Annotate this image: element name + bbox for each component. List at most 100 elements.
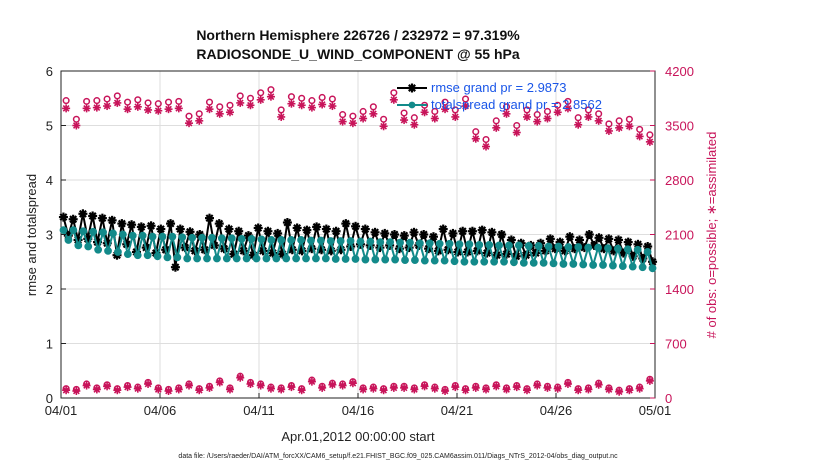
obs-point <box>307 377 316 386</box>
obs-point <box>236 373 245 382</box>
obs-point <box>328 95 336 103</box>
obs-point <box>154 106 163 115</box>
obs-point <box>349 112 357 120</box>
data-point <box>282 254 291 263</box>
data-point <box>458 226 468 236</box>
obs-point <box>93 97 101 105</box>
data-point <box>252 254 261 263</box>
obs-point <box>144 105 153 114</box>
data-point <box>232 254 241 263</box>
data-point <box>409 227 419 237</box>
obs-point <box>605 120 613 128</box>
obs-point <box>226 101 234 109</box>
obs-point <box>389 383 398 392</box>
data-point <box>565 232 575 242</box>
obs-point <box>390 89 398 97</box>
data-point <box>84 242 93 251</box>
data-point <box>475 240 484 249</box>
data-point <box>163 253 172 262</box>
data-point <box>74 241 83 250</box>
data-point <box>331 255 340 263</box>
marker-core <box>392 232 398 237</box>
marker-core <box>99 215 105 221</box>
data-point <box>213 254 221 263</box>
obs-point <box>625 386 634 395</box>
marker-core <box>216 221 222 227</box>
data-point <box>234 226 244 236</box>
obs-point <box>103 102 112 111</box>
data-point <box>618 262 627 271</box>
y-axis-label-left: rmse and totalspread <box>24 174 39 296</box>
obs-point <box>492 123 501 132</box>
data-point <box>247 234 256 243</box>
obs-point <box>645 376 654 385</box>
obs-point <box>625 122 634 131</box>
obs-point <box>339 111 347 119</box>
data-point <box>88 211 98 221</box>
data-point <box>420 256 429 265</box>
obs-point <box>174 104 183 113</box>
data-point <box>156 224 166 234</box>
data-point <box>237 234 246 243</box>
obs-point <box>277 385 286 394</box>
obs-point <box>574 386 583 395</box>
data-point <box>467 226 477 236</box>
data-point <box>539 258 548 267</box>
obs-point <box>543 383 552 392</box>
marker-core <box>430 234 436 240</box>
data-point <box>297 236 305 244</box>
data-point <box>519 258 528 267</box>
y-left-tick-label: 2 <box>46 282 53 297</box>
marker-core <box>333 228 339 234</box>
obs-point <box>400 109 408 117</box>
data-point <box>419 230 429 239</box>
data-point <box>336 237 345 245</box>
obs-point <box>492 382 501 391</box>
data-point <box>273 228 283 238</box>
data-point <box>381 255 390 264</box>
data-point <box>143 251 152 260</box>
marker-core <box>421 232 427 237</box>
obs-point <box>482 142 491 151</box>
obs-point <box>266 92 275 101</box>
obs-point <box>522 112 531 121</box>
data-point <box>117 219 127 229</box>
obs-point <box>297 386 306 395</box>
obs-point <box>266 384 275 393</box>
obs-point <box>277 112 286 121</box>
obs-point <box>82 104 91 113</box>
legend-marker <box>407 83 417 93</box>
obs-point <box>379 386 388 395</box>
obs-point <box>215 109 224 118</box>
y-right-tick-label: 4200 <box>665 64 694 79</box>
obs-point <box>236 98 245 107</box>
marker-core <box>177 226 183 232</box>
data-point <box>188 233 197 242</box>
data-point <box>277 236 286 244</box>
data-point <box>648 264 657 273</box>
obs-point <box>369 109 378 118</box>
data-point <box>321 254 330 263</box>
marker-core <box>109 217 115 223</box>
obs-point <box>144 99 152 107</box>
data-point <box>109 229 117 238</box>
obs-point <box>72 121 81 130</box>
obs-point <box>185 381 194 390</box>
marker-core <box>304 227 310 233</box>
obs-point <box>225 108 234 117</box>
data-point <box>440 256 449 265</box>
obs-point <box>595 110 603 118</box>
data-point <box>127 220 137 230</box>
obs-point <box>348 379 357 388</box>
obs-point <box>430 384 439 393</box>
obs-point <box>420 382 429 391</box>
obs-point <box>246 94 255 102</box>
data-point <box>415 239 424 248</box>
obs-point <box>410 385 419 394</box>
marker-core <box>80 211 86 217</box>
marker-core <box>372 229 378 235</box>
marker-core <box>499 232 505 237</box>
marker-core <box>284 220 290 226</box>
data-point <box>173 253 182 262</box>
obs-point <box>154 100 162 108</box>
